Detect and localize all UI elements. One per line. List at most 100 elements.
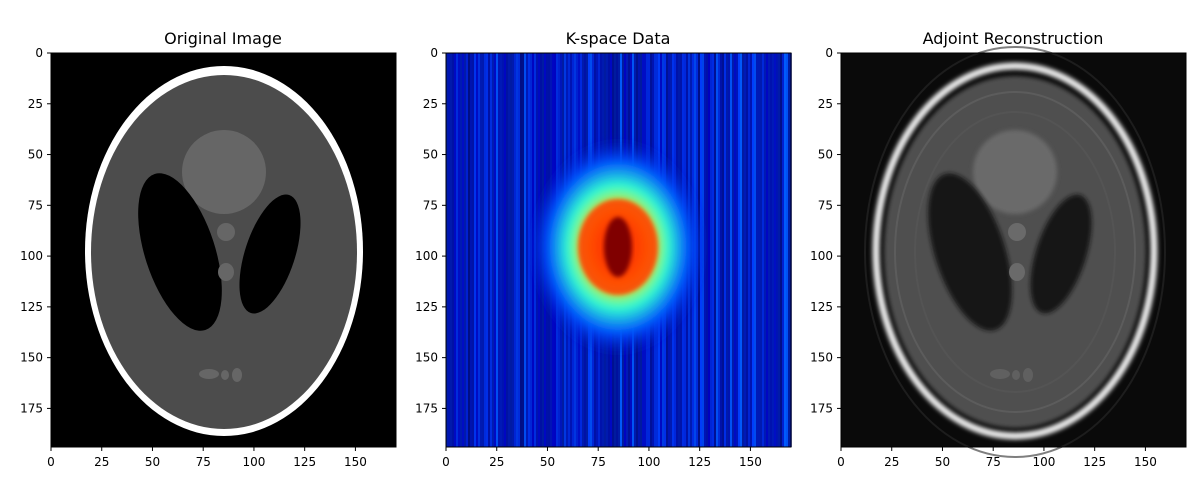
y-tick-label: 150 <box>415 351 438 365</box>
kspace-stripe <box>754 53 756 447</box>
kspace-heatmap <box>446 53 792 447</box>
kspace-stripe <box>454 53 456 447</box>
y-tick-label: 150 <box>20 351 43 365</box>
kspace-stripe <box>764 53 766 447</box>
y-tick-label: 75 <box>28 198 43 212</box>
kspace-data-panel: K-space Data <box>445 29 792 448</box>
kspace-stripe <box>510 53 512 447</box>
y-tick-label: 150 <box>810 351 833 365</box>
kspace-stripe <box>526 53 528 447</box>
adjoint-reconstruction-panel: Adjoint Reconstruction <box>840 29 1187 458</box>
kspace-stripe <box>446 53 448 447</box>
y-tick-label: 125 <box>415 300 438 314</box>
original-image-panel: Original Image <box>50 29 397 448</box>
x-tick-label: 125 <box>1083 455 1106 469</box>
y-tick-label: 25 <box>423 97 438 111</box>
kspace-stripe <box>780 53 782 447</box>
kspace-stripe <box>788 53 790 447</box>
kspace-stripe <box>760 53 762 447</box>
kspace-stripe <box>452 53 454 447</box>
kspace-stripe <box>468 53 470 447</box>
kspace-stripe <box>758 53 760 447</box>
kspace-stripe <box>466 53 468 447</box>
kspace-stripe <box>464 53 466 447</box>
x-tick-label: 150 <box>1134 455 1157 469</box>
x-tick-label: 75 <box>986 455 1001 469</box>
y-tick-label: 75 <box>423 198 438 212</box>
x-tick-label: 50 <box>145 455 160 469</box>
y-tick-label: 100 <box>415 249 438 263</box>
x-tick-label: 0 <box>47 455 55 469</box>
kspace-stripe <box>448 53 450 447</box>
kspace-stripe <box>750 53 752 447</box>
kspace-stripe <box>722 53 724 447</box>
kspace-stripe <box>478 53 480 447</box>
x-tick-label: 100 <box>637 455 660 469</box>
kspace-stripe <box>484 53 486 447</box>
panel-title: Original Image <box>164 29 282 48</box>
kspace-stripe <box>728 53 730 447</box>
y-tick-label: 25 <box>818 97 833 111</box>
y-tick-label: 100 <box>20 249 43 263</box>
kspace-stripe <box>770 53 772 447</box>
x-tick-label: 150 <box>344 455 367 469</box>
kspace-stripe <box>472 53 474 447</box>
kspace-stripe <box>742 53 744 447</box>
y-tick-label: 50 <box>423 148 438 162</box>
kspace-stripe <box>480 53 482 447</box>
kspace-stripe <box>496 53 498 447</box>
kspace-stripe <box>718 53 720 447</box>
x-tick-label: 25 <box>489 455 504 469</box>
kspace-stripe <box>708 53 710 447</box>
x-tick-label: 25 <box>94 455 109 469</box>
kspace-stripe <box>738 53 740 447</box>
kspace-stripe <box>460 53 462 447</box>
panel-title: Adjoint Reconstruction <box>923 29 1104 48</box>
kspace-stripe <box>522 53 524 447</box>
x-tick-label: 75 <box>591 455 606 469</box>
kspace-stripe <box>762 53 764 447</box>
y-tick-label: 175 <box>810 401 833 415</box>
y-tick-label: 100 <box>810 249 833 263</box>
kspace-stripe <box>776 53 778 447</box>
kspace-stripe <box>734 53 736 447</box>
kspace-stripe <box>716 53 718 447</box>
kspace-stripe <box>784 53 786 447</box>
y-tick-label: 125 <box>20 300 43 314</box>
kspace-stripe <box>456 53 458 447</box>
kspace-stripe <box>474 53 476 447</box>
kspace-stripe <box>714 53 716 447</box>
y-tick-label: 175 <box>20 401 43 415</box>
kspace-stripe <box>488 53 490 447</box>
kspace-stripe <box>492 53 494 447</box>
kspace-stripe <box>712 53 714 447</box>
kspace-stripe <box>744 53 746 447</box>
kspace-stripe <box>774 53 776 447</box>
kspace-stripe <box>450 53 452 447</box>
kspace-stripe <box>786 53 788 447</box>
kspace-stripe <box>724 53 726 447</box>
x-tick-label: 50 <box>540 455 555 469</box>
kspace-stripe <box>500 53 502 447</box>
kspace-stripe <box>752 53 754 447</box>
kspace-stripe <box>732 53 734 447</box>
kspace-stripe <box>740 53 742 447</box>
x-tick-label: 100 <box>242 455 265 469</box>
kspace-stripe <box>782 53 784 447</box>
kspace-stripe <box>736 53 738 447</box>
y-tick-label: 125 <box>810 300 833 314</box>
kspace-stripe <box>458 53 460 447</box>
x-tick-label: 100 <box>1032 455 1055 469</box>
kspace-stripe <box>730 53 732 447</box>
kspace-stripe <box>778 53 780 447</box>
kspace-stripe <box>748 53 750 447</box>
y-tick-label: 25 <box>28 97 43 111</box>
x-tick-label: 25 <box>884 455 899 469</box>
y-tick-label: 0 <box>35 46 43 60</box>
adjoint-reconstruction-heatmap <box>841 46 1186 458</box>
x-tick-label: 0 <box>837 455 845 469</box>
kspace-stripe <box>508 53 510 447</box>
kspace-stripe <box>746 53 748 447</box>
kspace-stripe <box>518 53 520 447</box>
